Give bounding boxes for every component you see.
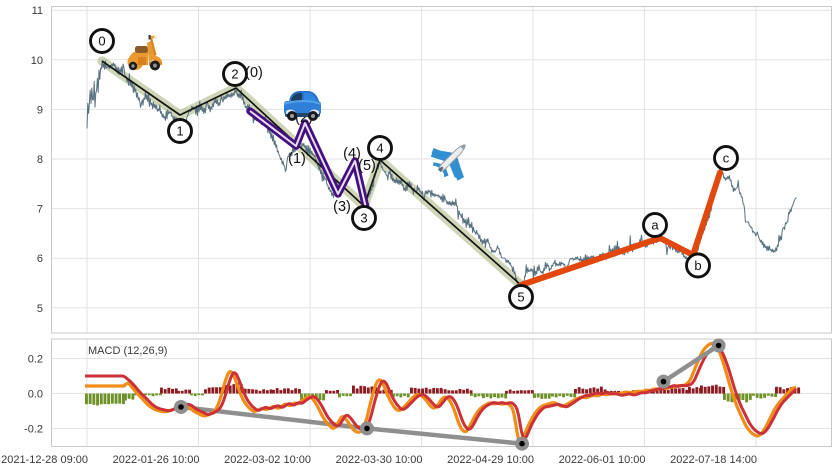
svg-text:0: 0 xyxy=(98,34,105,49)
svg-text:2022-03-02 10:00: 2022-03-02 10:00 xyxy=(224,454,311,466)
svg-text:7: 7 xyxy=(37,204,43,216)
svg-text:0.2: 0.2 xyxy=(28,354,43,366)
svg-text:2021-12-28 09:00: 2021-12-28 09:00 xyxy=(1,454,88,466)
svg-text:0.0: 0.0 xyxy=(28,389,43,401)
svg-text:3: 3 xyxy=(360,211,367,226)
svg-text:c: c xyxy=(723,151,730,166)
svg-text:(4): (4) xyxy=(343,146,361,162)
svg-text:2022-06-01 10:00: 2022-06-01 10:00 xyxy=(559,454,646,466)
svg-text:2022-03-30 10:00: 2022-03-30 10:00 xyxy=(336,454,423,466)
svg-text:(1): (1) xyxy=(288,151,306,167)
svg-text:5: 5 xyxy=(37,303,43,315)
svg-text:(5): (5) xyxy=(358,158,376,174)
svg-text:4: 4 xyxy=(376,141,383,156)
svg-text:9: 9 xyxy=(37,104,43,116)
svg-text:10: 10 xyxy=(31,55,43,67)
svg-text:2: 2 xyxy=(231,67,238,82)
svg-text:8: 8 xyxy=(37,154,43,166)
svg-text:2022-01-26 10:00: 2022-01-26 10:00 xyxy=(113,454,200,466)
svg-text:1: 1 xyxy=(176,124,183,139)
svg-text:6: 6 xyxy=(37,253,43,265)
svg-text:5: 5 xyxy=(517,290,524,305)
svg-text:MACD (12,26,9): MACD (12,26,9) xyxy=(88,345,167,357)
svg-text:2022-04-29 10:00: 2022-04-29 10:00 xyxy=(447,454,534,466)
svg-text:2022-07-18 14:00: 2022-07-18 14:00 xyxy=(670,454,757,466)
svg-text:b: b xyxy=(694,258,701,273)
svg-text:(3): (3) xyxy=(333,199,351,215)
svg-text:11: 11 xyxy=(32,5,43,17)
svg-text:a: a xyxy=(651,218,659,233)
svg-text:(0): (0) xyxy=(245,65,263,81)
svg-text:-0.2: -0.2 xyxy=(24,424,43,436)
